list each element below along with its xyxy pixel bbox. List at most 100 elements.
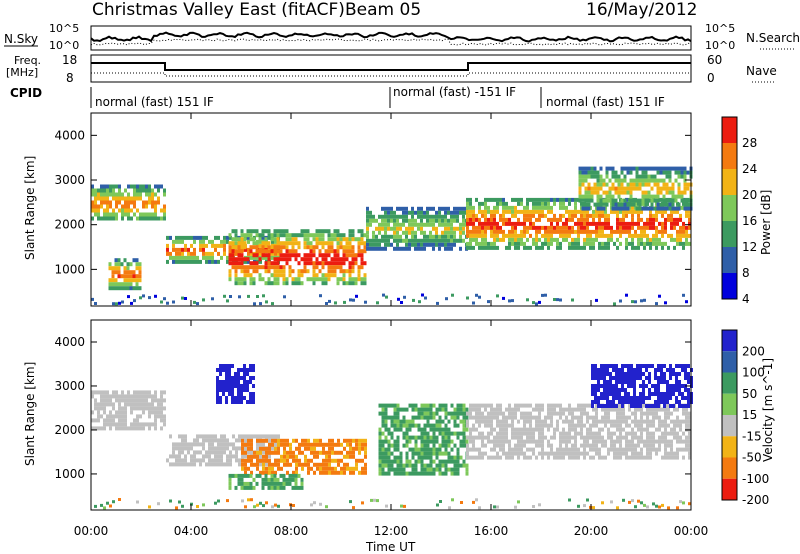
echo-cell bbox=[103, 208, 106, 213]
echo-cell bbox=[493, 407, 496, 412]
echo-cell bbox=[145, 200, 148, 205]
echo-cell bbox=[688, 447, 691, 452]
echo-cell bbox=[493, 245, 496, 250]
echo-cell bbox=[226, 499, 229, 503]
echo-cell bbox=[163, 208, 166, 213]
echo-cell bbox=[390, 218, 393, 223]
echo-cell bbox=[466, 447, 469, 452]
echo-cell bbox=[205, 438, 208, 443]
echo-cell bbox=[538, 423, 541, 428]
echo-cell bbox=[634, 233, 637, 238]
echo-cell bbox=[618, 388, 621, 392]
echo-cell bbox=[126, 262, 130, 267]
echo-cell bbox=[387, 210, 390, 215]
echo-cell bbox=[306, 241, 310, 246]
echo-cell bbox=[583, 411, 586, 416]
echo-cell bbox=[121, 204, 124, 209]
echo-cell bbox=[490, 455, 493, 460]
echo-cell bbox=[661, 221, 664, 226]
echo-cell bbox=[94, 418, 97, 423]
echo-cell bbox=[304, 454, 307, 459]
echo-cell bbox=[417, 210, 420, 215]
echo-cell bbox=[393, 427, 397, 432]
echo-cell bbox=[267, 477, 271, 482]
echo-cell bbox=[103, 200, 106, 205]
echo-cell bbox=[220, 442, 223, 447]
echo-cell bbox=[127, 426, 130, 431]
echo-cell bbox=[276, 277, 280, 282]
echo-cell bbox=[243, 281, 247, 286]
echo-cell bbox=[336, 265, 340, 270]
echo-cell bbox=[217, 259, 220, 264]
echo-cell bbox=[649, 443, 652, 448]
echo-cell bbox=[511, 411, 514, 416]
echo-cell bbox=[190, 255, 193, 260]
echo-cell bbox=[423, 435, 427, 440]
echo-cell bbox=[396, 443, 400, 448]
echo-cell bbox=[441, 230, 444, 235]
echo-cell bbox=[129, 262, 133, 267]
echo-cell bbox=[240, 481, 244, 486]
echo-cell bbox=[547, 225, 550, 230]
echo-cell bbox=[599, 194, 603, 199]
echo-cell bbox=[673, 423, 676, 428]
echo-cell bbox=[469, 209, 472, 214]
echo-cell bbox=[276, 273, 280, 278]
echo-cell bbox=[244, 450, 247, 455]
echo-cell bbox=[547, 197, 550, 202]
echo-cell bbox=[631, 443, 634, 448]
echo-cell bbox=[447, 467, 451, 472]
echo-cell bbox=[276, 477, 280, 482]
echo-cell bbox=[661, 503, 664, 507]
echo-cell bbox=[432, 242, 435, 247]
echo-cell bbox=[429, 423, 433, 428]
echo-cell bbox=[381, 214, 384, 219]
echo-cell bbox=[469, 245, 472, 250]
echo-cell bbox=[375, 226, 378, 231]
echo-cell bbox=[615, 368, 618, 372]
echo-cell bbox=[283, 438, 286, 443]
echo-cell bbox=[243, 257, 247, 262]
echo-cell bbox=[571, 455, 574, 460]
echo-cell bbox=[641, 166, 645, 171]
echo-cell bbox=[325, 442, 328, 447]
echo-cell bbox=[384, 206, 387, 211]
echo-cell bbox=[624, 372, 627, 376]
echo-cell bbox=[466, 229, 469, 234]
echo-cell bbox=[184, 446, 187, 451]
echo-cell bbox=[330, 269, 334, 274]
echo-cell bbox=[244, 438, 247, 443]
echo-cell bbox=[680, 190, 684, 195]
echo-cell bbox=[628, 443, 631, 448]
echo-cell bbox=[351, 249, 355, 254]
echo-cell bbox=[661, 233, 664, 238]
echo-cell bbox=[647, 166, 651, 171]
echo-cell bbox=[351, 229, 355, 234]
echo-cell bbox=[240, 261, 244, 266]
echo-cell bbox=[384, 435, 388, 440]
echo-cell bbox=[571, 419, 574, 424]
echo-cell bbox=[243, 384, 246, 388]
echo-cell bbox=[331, 442, 334, 447]
echo-cell bbox=[642, 396, 645, 400]
echo-cell bbox=[655, 439, 658, 444]
echo-cell bbox=[393, 455, 397, 460]
echo-cell bbox=[466, 455, 469, 460]
echo-cell bbox=[429, 238, 432, 243]
echo-cell bbox=[417, 214, 420, 219]
echo-cell bbox=[244, 458, 247, 463]
echo-cell bbox=[321, 273, 325, 278]
echo-cell bbox=[607, 427, 610, 432]
echo-cell bbox=[508, 209, 511, 214]
echo-cell bbox=[602, 178, 606, 183]
echo-cell bbox=[282, 253, 286, 258]
echo-cell bbox=[282, 277, 286, 282]
echo-cell bbox=[453, 463, 457, 468]
echo-cell bbox=[276, 257, 280, 262]
echo-cell bbox=[241, 438, 244, 443]
x-tick-label: 20:00 bbox=[574, 524, 609, 538]
echo-cell bbox=[613, 241, 616, 246]
echo-cell bbox=[625, 439, 628, 444]
echo-cell bbox=[282, 269, 286, 274]
echo-cell bbox=[106, 216, 109, 221]
